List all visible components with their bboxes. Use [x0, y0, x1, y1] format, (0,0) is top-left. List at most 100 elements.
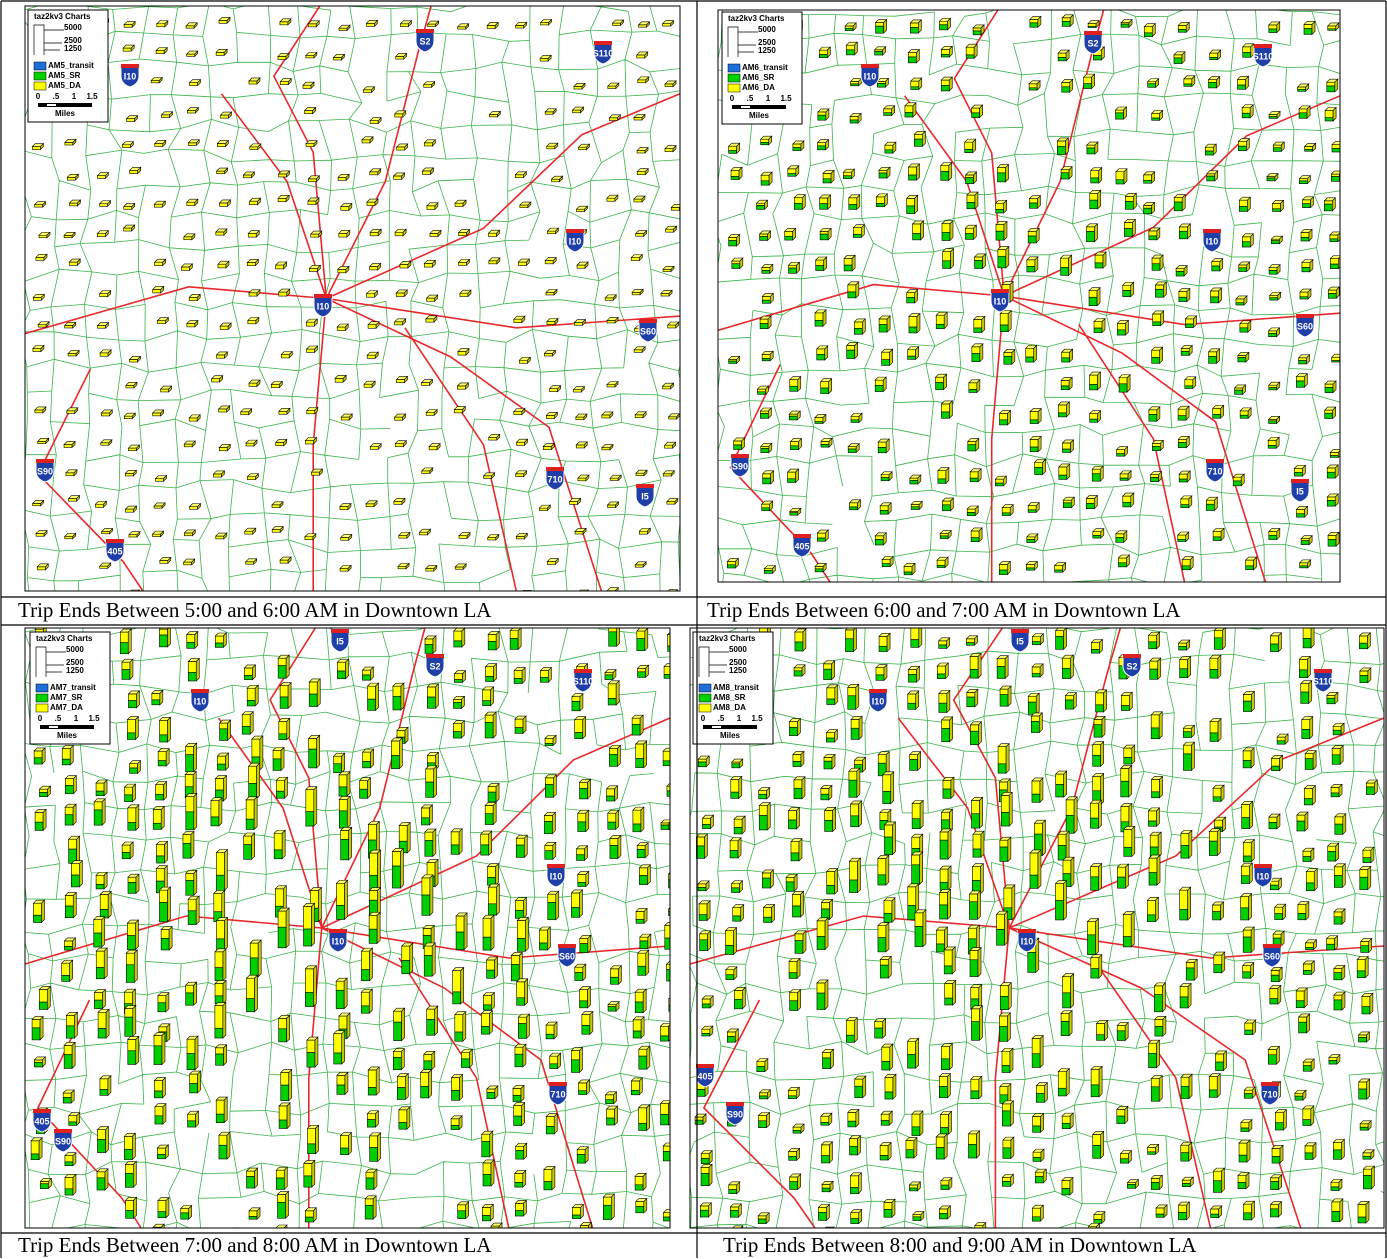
glyph-front-da	[1123, 496, 1131, 502]
glyph-front-da	[547, 146, 555, 149]
trip-glyph	[578, 810, 589, 831]
glyph-front-sr	[1116, 537, 1124, 542]
glyph-front-da	[1087, 145, 1095, 148]
glyph-front-sr	[1296, 381, 1304, 387]
trip-glyph	[785, 228, 796, 240]
glyph-front-sr	[1178, 443, 1186, 448]
trip-glyph	[305, 437, 316, 444]
trip-glyph	[309, 679, 320, 707]
glyph-front-sr	[124, 1149, 132, 1159]
trip-glyph	[1185, 377, 1196, 389]
glyph-front-sr	[186, 755, 194, 772]
glyph-side	[167, 887, 170, 922]
glyph-side	[168, 717, 171, 742]
glyph-side	[405, 727, 408, 743]
glyph-side	[1069, 255, 1072, 275]
glyph-front-da	[546, 1025, 554, 1034]
glyph-front-da	[1299, 179, 1307, 181]
glyph-front-sr	[247, 1177, 255, 1189]
glyph-side	[70, 960, 73, 981]
trip-glyph	[1328, 532, 1339, 546]
trip-glyph	[638, 950, 649, 975]
glyph-front-sr	[488, 641, 496, 650]
glyph-front-sr	[425, 645, 433, 654]
trip-glyph	[278, 1191, 289, 1218]
glyph-front-da	[848, 447, 856, 449]
trip-glyph	[362, 667, 373, 680]
trip-glyph	[394, 173, 405, 179]
trip-glyph	[1238, 76, 1249, 89]
glyph-front-sr	[120, 643, 128, 654]
glyph-side	[1038, 409, 1041, 424]
glyph-front-sr	[515, 1054, 523, 1067]
glyph-front-da	[1211, 291, 1219, 297]
trip-glyph	[130, 167, 141, 173]
glyph-side	[258, 940, 261, 977]
glyph-side	[915, 195, 918, 213]
glyph-front-da	[633, 1020, 641, 1031]
glyph-front-sr	[1026, 357, 1034, 362]
glyph-front-da	[514, 319, 522, 322]
glyph-front-da	[1299, 358, 1307, 361]
glyph-side	[521, 1085, 524, 1101]
glyph-front-da	[339, 1016, 347, 1029]
trip-glyph	[907, 290, 918, 303]
glyph-front-sr	[39, 792, 47, 796]
glyph-front-da	[396, 293, 404, 297]
glyph-front-sr	[515, 1211, 523, 1216]
glyph-front-da	[65, 1177, 73, 1189]
trip-glyph	[996, 222, 1007, 241]
glyph-front-da	[216, 853, 224, 876]
glyph-side	[345, 1072, 348, 1094]
trip-glyph	[396, 376, 407, 382]
glyph-front-da	[278, 911, 286, 927]
glyph-front-sr	[339, 811, 347, 828]
glyph-side	[645, 843, 648, 858]
highway-shield: S90	[54, 1129, 72, 1152]
glyph-front-da	[875, 536, 883, 540]
glyph-side	[223, 981, 226, 1004]
trip-glyph	[370, 263, 381, 269]
trip-glyph	[517, 917, 528, 951]
glyph-front-da	[1116, 110, 1124, 113]
glyph-front-da	[515, 1047, 523, 1054]
trip-glyph	[393, 683, 404, 710]
glyph-front-da	[217, 171, 225, 174]
trip-glyph	[279, 718, 290, 739]
trip-glyph	[729, 356, 740, 363]
trip-glyph	[454, 671, 465, 683]
glyph-front-sr	[1153, 322, 1161, 326]
glyph-side	[616, 810, 619, 829]
trip-glyph	[1086, 495, 1097, 508]
shield-band	[861, 64, 879, 68]
trip-glyph	[100, 350, 111, 356]
glyph-front-da	[424, 1054, 432, 1061]
trip-glyph	[821, 438, 832, 447]
figure: S2I10S110I10I10S60S90710I5405taz2kv3 Cha…	[0, 0, 1387, 1259]
glyph-front-sr	[337, 1085, 345, 1094]
glyph-side	[318, 888, 321, 922]
glyph-front-sr	[761, 181, 769, 185]
trip-glyph	[941, 77, 952, 91]
glyph-front-da	[337, 1075, 345, 1085]
trip-glyph	[338, 266, 349, 272]
trip-glyph	[395, 229, 406, 236]
glyph-front-da	[334, 1034, 342, 1053]
trip-glyph	[125, 784, 136, 802]
glyph-front-da	[155, 144, 163, 147]
glyph-front-da	[184, 237, 192, 240]
trip-glyph	[366, 1169, 377, 1189]
glyph-front-sr	[1000, 325, 1008, 332]
glyph-front-sr	[366, 1178, 374, 1189]
glyph-front-sr	[579, 1091, 587, 1095]
glyph-front-da	[279, 411, 287, 414]
glyph-front-sr	[1123, 291, 1131, 297]
trip-glyph	[1209, 77, 1220, 88]
glyph-side	[252, 665, 255, 680]
glyph-front-sr	[996, 231, 1004, 240]
glyph-front-da	[305, 537, 313, 540]
glyph-front-sr	[1332, 361, 1340, 362]
trip-glyph	[363, 749, 374, 768]
glyph-front-da	[70, 203, 78, 206]
trip-glyph	[458, 1202, 469, 1219]
